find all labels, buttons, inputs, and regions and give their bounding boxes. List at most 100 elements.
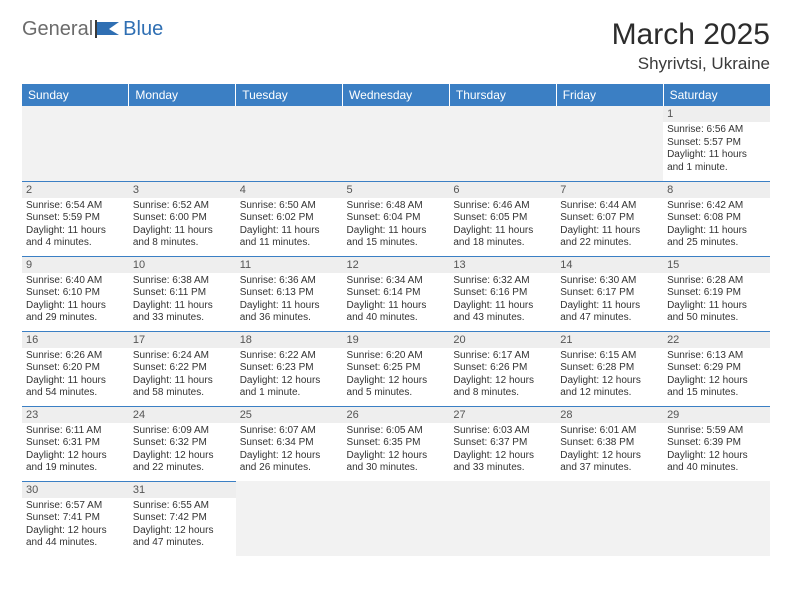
sunrise-text: Sunrise: 6:55 AM — [133, 500, 232, 513]
sunset-text: Sunset: 6:07 PM — [560, 212, 659, 225]
daylight-text: Daylight: 12 hours and 1 minute. — [240, 375, 339, 400]
daylight-text: Daylight: 11 hours and 50 minutes. — [667, 300, 766, 325]
sunset-text: Sunset: 6:10 PM — [26, 287, 125, 300]
sunset-text: Sunset: 6:13 PM — [240, 287, 339, 300]
sunrise-text: Sunrise: 6:52 AM — [133, 200, 232, 213]
day-details: Sunrise: 6:17 AMSunset: 6:26 PMDaylight:… — [449, 348, 556, 404]
sunset-text: Sunset: 6:37 PM — [453, 437, 552, 450]
month-title: March 2025 — [612, 18, 770, 52]
empty-cell — [449, 481, 556, 556]
empty-cell — [663, 481, 770, 556]
day-number: 1 — [663, 106, 770, 122]
sunset-text: Sunset: 6:20 PM — [26, 362, 125, 375]
day-number: 3 — [129, 182, 236, 198]
weekday-header: Saturday — [663, 84, 770, 106]
empty-cell — [236, 106, 343, 181]
day-number: 16 — [22, 332, 129, 348]
day-number: 31 — [129, 482, 236, 498]
daylight-text: Daylight: 11 hours and 33 minutes. — [133, 300, 232, 325]
daylight-text: Daylight: 11 hours and 8 minutes. — [133, 225, 232, 250]
sunset-text: Sunset: 6:19 PM — [667, 287, 766, 300]
sunset-text: Sunset: 6:14 PM — [347, 287, 446, 300]
day-number: 7 — [556, 182, 663, 198]
sunrise-text: Sunrise: 6:50 AM — [240, 200, 339, 213]
sunset-text: Sunset: 6:26 PM — [453, 362, 552, 375]
daylight-text: Daylight: 11 hours and 18 minutes. — [453, 225, 552, 250]
day-number: 17 — [129, 332, 236, 348]
day-cell: 2Sunrise: 6:54 AMSunset: 5:59 PMDaylight… — [22, 181, 129, 256]
day-cell: 19Sunrise: 6:20 AMSunset: 6:25 PMDayligh… — [343, 331, 450, 406]
sunset-text: Sunset: 6:08 PM — [667, 212, 766, 225]
sunrise-text: Sunrise: 6:13 AM — [667, 350, 766, 363]
day-cell: 10Sunrise: 6:38 AMSunset: 6:11 PMDayligh… — [129, 256, 236, 331]
daylight-text: Daylight: 12 hours and 30 minutes. — [347, 450, 446, 475]
sunrise-text: Sunrise: 6:07 AM — [240, 425, 339, 438]
day-cell: 26Sunrise: 6:05 AMSunset: 6:35 PMDayligh… — [343, 406, 450, 481]
day-cell: 28Sunrise: 6:01 AMSunset: 6:38 PMDayligh… — [556, 406, 663, 481]
sunrise-text: Sunrise: 6:32 AM — [453, 275, 552, 288]
sunrise-text: Sunrise: 6:17 AM — [453, 350, 552, 363]
sunrise-text: Sunrise: 6:30 AM — [560, 275, 659, 288]
sunset-text: Sunset: 6:34 PM — [240, 437, 339, 450]
sunrise-text: Sunrise: 6:28 AM — [667, 275, 766, 288]
day-details: Sunrise: 6:13 AMSunset: 6:29 PMDaylight:… — [663, 348, 770, 404]
day-cell: 4Sunrise: 6:50 AMSunset: 6:02 PMDaylight… — [236, 181, 343, 256]
sunset-text: Sunset: 6:04 PM — [347, 212, 446, 225]
sunrise-text: Sunrise: 6:03 AM — [453, 425, 552, 438]
day-number: 24 — [129, 407, 236, 423]
daylight-text: Daylight: 12 hours and 19 minutes. — [26, 450, 125, 475]
sunrise-text: Sunrise: 6:38 AM — [133, 275, 232, 288]
sunset-text: Sunset: 6:17 PM — [560, 287, 659, 300]
weekday-header: Wednesday — [343, 84, 450, 106]
sunset-text: Sunset: 5:59 PM — [26, 212, 125, 225]
day-details: Sunrise: 6:52 AMSunset: 6:00 PMDaylight:… — [129, 198, 236, 254]
logo-text-1: General — [22, 18, 93, 41]
daylight-text: Daylight: 12 hours and 8 minutes. — [453, 375, 552, 400]
sunrise-text: Sunrise: 6:26 AM — [26, 350, 125, 363]
daylight-text: Daylight: 12 hours and 37 minutes. — [560, 450, 659, 475]
day-number: 12 — [343, 257, 450, 273]
daylight-text: Daylight: 12 hours and 12 minutes. — [560, 375, 659, 400]
day-cell: 5Sunrise: 6:48 AMSunset: 6:04 PMDaylight… — [343, 181, 450, 256]
sunrise-text: Sunrise: 6:56 AM — [667, 124, 766, 137]
day-number: 14 — [556, 257, 663, 273]
sunrise-text: Sunrise: 6:15 AM — [560, 350, 659, 363]
sunrise-text: Sunrise: 6:36 AM — [240, 275, 339, 288]
sunset-text: Sunset: 6:38 PM — [560, 437, 659, 450]
logo: General Blue — [22, 18, 163, 41]
daylight-text: Daylight: 12 hours and 33 minutes. — [453, 450, 552, 475]
day-details: Sunrise: 6:44 AMSunset: 6:07 PMDaylight:… — [556, 198, 663, 254]
sunrise-text: Sunrise: 6:54 AM — [26, 200, 125, 213]
day-cell: 29Sunrise: 5:59 AMSunset: 6:39 PMDayligh… — [663, 406, 770, 481]
daylight-text: Daylight: 11 hours and 43 minutes. — [453, 300, 552, 325]
day-details: Sunrise: 6:32 AMSunset: 6:16 PMDaylight:… — [449, 273, 556, 329]
day-cell: 7Sunrise: 6:44 AMSunset: 6:07 PMDaylight… — [556, 181, 663, 256]
day-number: 25 — [236, 407, 343, 423]
day-details: Sunrise: 6:20 AMSunset: 6:25 PMDaylight:… — [343, 348, 450, 404]
sunset-text: Sunset: 5:57 PM — [667, 137, 766, 150]
day-cell: 14Sunrise: 6:30 AMSunset: 6:17 PMDayligh… — [556, 256, 663, 331]
day-cell: 30Sunrise: 6:57 AMSunset: 7:41 PMDayligh… — [22, 481, 129, 556]
sunset-text: Sunset: 7:41 PM — [26, 512, 125, 525]
day-details: Sunrise: 6:55 AMSunset: 7:42 PMDaylight:… — [129, 498, 236, 554]
day-number: 27 — [449, 407, 556, 423]
weekday-header: Monday — [129, 84, 236, 106]
daylight-text: Daylight: 11 hours and 22 minutes. — [560, 225, 659, 250]
day-number: 4 — [236, 182, 343, 198]
weekday-header: Thursday — [449, 84, 556, 106]
day-cell: 13Sunrise: 6:32 AMSunset: 6:16 PMDayligh… — [449, 256, 556, 331]
day-details: Sunrise: 6:56 AMSunset: 5:57 PMDaylight:… — [663, 122, 770, 178]
day-details: Sunrise: 6:05 AMSunset: 6:35 PMDaylight:… — [343, 423, 450, 479]
day-details: Sunrise: 6:07 AMSunset: 6:34 PMDaylight:… — [236, 423, 343, 479]
day-cell: 16Sunrise: 6:26 AMSunset: 6:20 PMDayligh… — [22, 331, 129, 406]
day-details: Sunrise: 6:42 AMSunset: 6:08 PMDaylight:… — [663, 198, 770, 254]
daylight-text: Daylight: 11 hours and 1 minute. — [667, 149, 766, 174]
day-cell: 9Sunrise: 6:40 AMSunset: 6:10 PMDaylight… — [22, 256, 129, 331]
sunset-text: Sunset: 6:29 PM — [667, 362, 766, 375]
day-number: 19 — [343, 332, 450, 348]
daylight-text: Daylight: 11 hours and 40 minutes. — [347, 300, 446, 325]
daylight-text: Daylight: 11 hours and 25 minutes. — [667, 225, 766, 250]
day-details: Sunrise: 6:40 AMSunset: 6:10 PMDaylight:… — [22, 273, 129, 329]
daylight-text: Daylight: 12 hours and 5 minutes. — [347, 375, 446, 400]
day-details: Sunrise: 6:03 AMSunset: 6:37 PMDaylight:… — [449, 423, 556, 479]
